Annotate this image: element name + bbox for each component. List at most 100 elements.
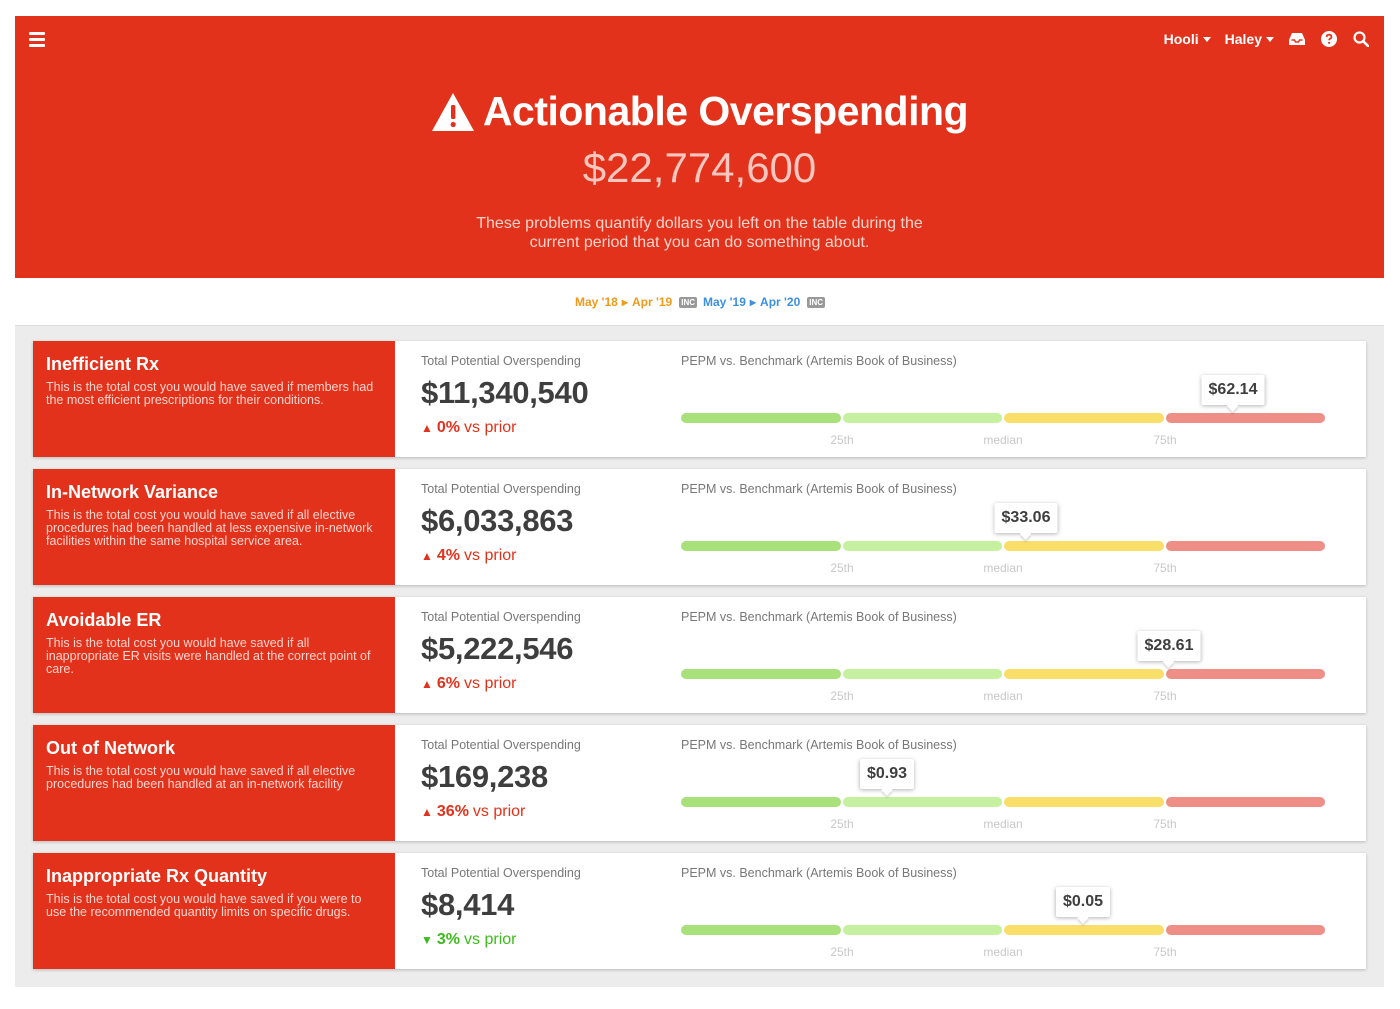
gauge-segment-below-median bbox=[843, 925, 1002, 935]
problem-description: This is the total cost you would have sa… bbox=[46, 892, 362, 919]
total-overspending-label: Total Potential Overspending bbox=[421, 866, 581, 880]
change-vs-prior: ▲ 36% vs prior bbox=[421, 803, 681, 821]
gauge-ticks: 25th median 75th bbox=[681, 689, 1325, 703]
period-start: May '18 bbox=[574, 295, 618, 309]
pepm-tooltip: $62.14 bbox=[1201, 375, 1265, 405]
overspending-summary: Total Potential Overspending $5,222,546 … bbox=[395, 597, 681, 713]
period-current[interactable]: May '19 ▶ Apr '20 INC bbox=[703, 295, 826, 309]
benchmark-panel: PEPM vs. Benchmark (Artemis Book of Busi… bbox=[681, 725, 1366, 841]
overspending-total: $22,774,600 bbox=[582, 144, 817, 191]
gauge-segment-high bbox=[1166, 541, 1325, 551]
gauge-segment-above-median bbox=[1004, 925, 1164, 935]
problem-card: Inappropriate Rx Quantity This is the to… bbox=[33, 853, 1366, 969]
overspending-amount: $11,340,540 bbox=[421, 375, 589, 410]
period-end: Apr '20 bbox=[760, 295, 801, 309]
benchmark-label: PEPM vs. Benchmark (Artemis Book of Busi… bbox=[681, 482, 957, 496]
gauge-segment-high bbox=[1166, 669, 1325, 679]
pepm-tooltip: $0.93 bbox=[859, 759, 915, 789]
problem-card-header[interactable]: Inefficient Rx This is the total cost yo… bbox=[33, 341, 395, 457]
problem-card: Out of Network This is the total cost yo… bbox=[33, 725, 1366, 841]
total-overspending-label: Total Potential Overspending bbox=[421, 354, 581, 368]
change-vs-prior: ▲ 0% vs prior bbox=[421, 419, 681, 437]
page-title-row: Actionable Overspending bbox=[15, 88, 1384, 135]
tick-25th: 25th bbox=[830, 689, 854, 703]
total-overspending-label: Total Potential Overspending bbox=[421, 482, 581, 496]
trend-arrow-icon: ▲ bbox=[421, 421, 433, 435]
gauge-segment-high bbox=[1166, 413, 1325, 423]
problem-card: In-Network Variance This is the total co… bbox=[33, 469, 1366, 585]
problem-title: Out of Network bbox=[46, 738, 175, 758]
vs-prior-label: vs prior bbox=[464, 547, 517, 564]
problem-title: Avoidable ER bbox=[46, 610, 162, 630]
gauge-segment-above-median bbox=[1004, 413, 1164, 423]
gauge-segment-low bbox=[681, 797, 841, 807]
gauge-segment-below-median bbox=[843, 669, 1002, 679]
tick-median: median bbox=[983, 689, 1023, 703]
benchmark-label: PEPM vs. Benchmark (Artemis Book of Busi… bbox=[681, 610, 957, 624]
help-icon[interactable] bbox=[1320, 30, 1338, 48]
org-dropdown[interactable]: Hooli bbox=[1164, 31, 1211, 47]
tick-75th: 75th bbox=[1153, 817, 1177, 831]
benchmark-label: PEPM vs. Benchmark (Artemis Book of Busi… bbox=[681, 738, 957, 752]
period-end: Apr '19 bbox=[632, 295, 673, 309]
benchmark-gauge bbox=[681, 541, 1325, 551]
hamburger-menu-icon[interactable] bbox=[29, 32, 45, 47]
benchmark-panel: PEPM vs. Benchmark (Artemis Book of Busi… bbox=[681, 469, 1366, 585]
tick-25th: 25th bbox=[830, 433, 854, 447]
user-dropdown[interactable]: Haley bbox=[1225, 31, 1274, 47]
page-title: Actionable Overspending bbox=[482, 88, 969, 134]
gauge-ticks: 25th median 75th bbox=[681, 433, 1325, 447]
problem-description: This is the total cost you would have sa… bbox=[46, 380, 374, 407]
problem-card-header[interactable]: Avoidable ER This is the total cost you … bbox=[33, 597, 395, 713]
gauge-segment-below-median bbox=[843, 413, 1002, 423]
gauge-segment-below-median bbox=[843, 797, 1002, 807]
benchmark-label: PEPM vs. Benchmark (Artemis Book of Busi… bbox=[681, 354, 957, 368]
problem-card-header[interactable]: Inappropriate Rx Quantity This is the to… bbox=[33, 853, 395, 969]
benchmark-panel: PEPM vs. Benchmark (Artemis Book of Busi… bbox=[681, 341, 1366, 457]
header-description-line2: current period that you can do something… bbox=[529, 234, 870, 251]
gauge-segment-above-median bbox=[1004, 541, 1164, 551]
benchmark-panel: PEPM vs. Benchmark (Artemis Book of Busi… bbox=[681, 597, 1366, 713]
tick-median: median bbox=[983, 945, 1023, 959]
gauge-ticks: 25th median 75th bbox=[681, 561, 1325, 575]
problem-title: Inefficient Rx bbox=[46, 354, 160, 374]
gauge-segment-above-median bbox=[1004, 669, 1164, 679]
gauge-segment-high bbox=[1166, 925, 1325, 935]
gauge-ticks: 25th median 75th bbox=[681, 817, 1325, 831]
tick-75th: 75th bbox=[1153, 433, 1177, 447]
pepm-tooltip: $28.61 bbox=[1137, 631, 1201, 661]
period-prior[interactable]: May '18 ▶ Apr '19 INC bbox=[575, 295, 697, 309]
problem-title: Inappropriate Rx Quantity bbox=[46, 866, 268, 886]
vs-prior-label: vs prior bbox=[464, 675, 517, 692]
play-arrow-icon: ▶ bbox=[621, 297, 629, 307]
gauge-segment-low bbox=[681, 541, 841, 551]
problem-card-header[interactable]: Out of Network This is the total cost yo… bbox=[33, 725, 395, 841]
tick-median: median bbox=[983, 817, 1023, 831]
pepm-tooltip: $33.06 bbox=[994, 503, 1058, 533]
problem-card: Avoidable ER This is the total cost you … bbox=[33, 597, 1366, 713]
pepm-tooltip: $0.05 bbox=[1055, 887, 1111, 917]
problem-card-list: Inefficient Rx This is the total cost yo… bbox=[15, 325, 1384, 987]
change-vs-prior: ▲ 4% vs prior bbox=[421, 547, 681, 565]
org-dropdown-label: Hooli bbox=[1163, 31, 1199, 47]
search-icon[interactable] bbox=[1352, 30, 1370, 48]
overspending-summary: Total Potential Overspending $169,238 ▲ … bbox=[395, 725, 681, 841]
trend-arrow-icon: ▲ bbox=[421, 805, 433, 819]
tick-25th: 25th bbox=[830, 561, 854, 575]
inc-badge: INC bbox=[807, 296, 826, 308]
gauge-segment-high bbox=[1166, 797, 1325, 807]
inbox-icon[interactable] bbox=[1288, 30, 1306, 48]
change-percent: 36% bbox=[436, 803, 469, 820]
overspending-amount: $5,222,546 bbox=[421, 631, 574, 666]
overspending-summary: Total Potential Overspending $11,340,540… bbox=[395, 341, 681, 457]
benchmark-label: PEPM vs. Benchmark (Artemis Book of Busi… bbox=[681, 866, 957, 880]
benchmark-panel: PEPM vs. Benchmark (Artemis Book of Busi… bbox=[681, 853, 1366, 969]
overspending-summary: Total Potential Overspending $8,414 ▼ 3%… bbox=[395, 853, 681, 969]
problem-card-header[interactable]: In-Network Variance This is the total co… bbox=[33, 469, 395, 585]
vs-prior-label: vs prior bbox=[464, 419, 517, 436]
total-overspending-label: Total Potential Overspending bbox=[421, 738, 581, 752]
trend-arrow-icon: ▲ bbox=[421, 677, 433, 691]
top-nav: Hooli Haley bbox=[1164, 30, 1370, 48]
problem-description: This is the total cost you would have sa… bbox=[46, 636, 371, 676]
gauge-segment-low bbox=[681, 413, 841, 423]
